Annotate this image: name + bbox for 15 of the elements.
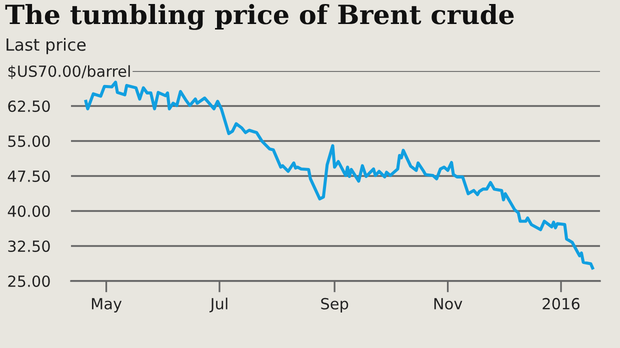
x-tick-label: Jul xyxy=(209,298,228,312)
x-tick-label: Sep xyxy=(321,298,348,312)
chart-subtitle: Last price xyxy=(6,38,86,54)
chart-title: The tumbling price of Brent crude xyxy=(5,4,514,30)
y-tick-label: 32.50 xyxy=(8,240,50,252)
line-series xyxy=(84,80,594,270)
y-tick-label: 25.00 xyxy=(8,275,50,288)
x-tick-label: Nov xyxy=(434,298,462,310)
y-tick-label: 55.00 xyxy=(8,135,50,148)
y-tick-label: 40.00 xyxy=(8,205,50,218)
x-tick-label: 2016 xyxy=(542,298,580,310)
y-tick-label: 47.50 xyxy=(8,170,50,182)
y-tick-label: $US70.00/barrel xyxy=(8,65,130,80)
x-tick-label: May xyxy=(92,298,122,312)
y-tick-label: 62.50 xyxy=(8,100,50,112)
